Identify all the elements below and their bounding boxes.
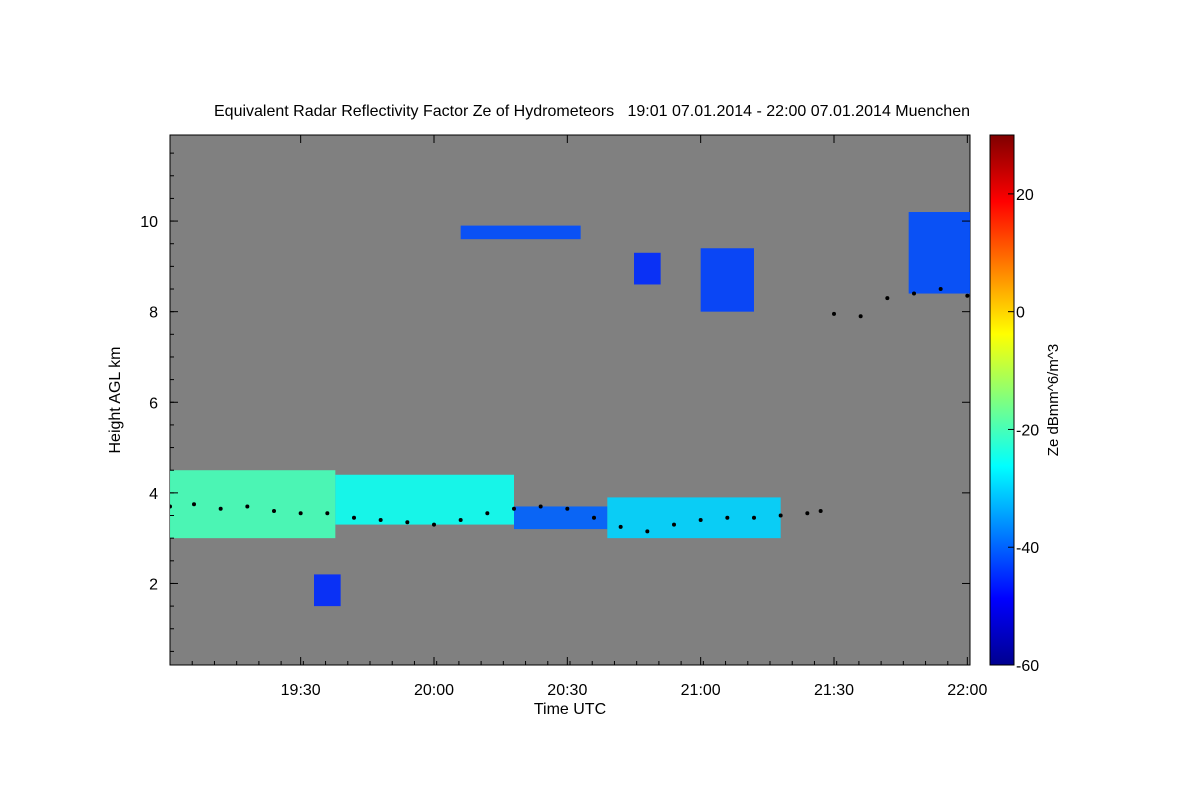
cloud-base-point: [565, 506, 570, 511]
echo-region: [908, 212, 970, 294]
echo-region: [460, 225, 581, 240]
cloud-base-point: [938, 287, 943, 292]
cloud-base-point: [432, 522, 436, 527]
echo-region: [314, 574, 341, 607]
colorbar-axis: -60 -40 -20 0 20: [1008, 187, 1039, 675]
x-tick-label: 20:00: [414, 682, 454, 699]
colorbar-label: Ze dBmm^6/m^3: [1045, 344, 1062, 456]
cloud-base-point: [485, 511, 490, 516]
cloud-base-point: [832, 311, 836, 316]
cloud-base-point: [405, 520, 410, 525]
cloud-base-point: [298, 511, 303, 516]
x-tick-label: 21:00: [681, 682, 721, 699]
cloud-base-point: [378, 518, 383, 523]
y-tick-label: 8: [149, 305, 158, 322]
y-tick-label: 2: [149, 576, 158, 593]
y-tick-label: 4: [149, 486, 158, 503]
y-tick-label: 10: [140, 214, 158, 231]
y-axis-label: Height AGL km: [107, 346, 124, 453]
cloud-base-point: [805, 511, 810, 516]
colorbar: [989, 134, 1015, 666]
cloud-base-point: [965, 293, 970, 298]
cloud-base-point: [818, 508, 823, 513]
echo-layer: [170, 212, 970, 607]
x-axis-label: Time UTC: [534, 701, 606, 718]
colorbar-tick-label: 20: [1016, 187, 1034, 204]
colorbar-tick-label: -20: [1016, 422, 1039, 439]
x-tick-label: 20:30: [547, 682, 587, 699]
plot-area: [169, 134, 971, 666]
cloud-base-point: [618, 524, 623, 529]
y-tick-label: 6: [149, 395, 158, 412]
cloud-base-point: [325, 511, 330, 516]
echo-region: [634, 252, 661, 285]
cloud-base-point: [672, 522, 676, 527]
cloud-base-point: [458, 518, 463, 523]
cloud-base-point: [245, 504, 250, 509]
cloud-base-point: [512, 506, 516, 511]
cloud-base-point: [218, 506, 223, 511]
echo-region: [335, 474, 514, 525]
cloud-base-point: [592, 515, 596, 520]
x-tick-label: 19:30: [281, 682, 321, 699]
cloud-base-point: [352, 515, 356, 520]
echo-region: [514, 506, 608, 530]
echo-region: [170, 470, 336, 539]
cloud-base-point: [725, 515, 730, 520]
cloud-base-point: [885, 296, 890, 301]
colorbar-tick-label: 0: [1016, 305, 1025, 322]
y-axis: 2 4 6 8 10: [140, 152, 970, 652]
cloud-base-point: [752, 515, 756, 520]
cloud-base-point: [858, 314, 863, 319]
cloud-base-point: [192, 502, 196, 507]
cloud-base-point: [698, 518, 703, 523]
chart-title: Equivalent Radar Reflectivity Factor Ze …: [214, 103, 970, 120]
echo-region: [607, 497, 781, 539]
echo-region: [700, 248, 754, 312]
colorbar-tick-label: -60: [1016, 658, 1039, 675]
x-tick-label: 21:30: [814, 682, 854, 699]
x-axis: 19:30 20:00 20:30 21:00 21:30 22:00: [169, 135, 987, 699]
colorbar-tick-label: -40: [1016, 540, 1039, 557]
cloud-base-series: [170, 287, 970, 534]
cloud-base-point: [912, 291, 916, 296]
cloud-base-point: [645, 529, 650, 534]
cloud-base-point: [778, 513, 783, 518]
cloud-base-point: [538, 504, 543, 509]
x-tick-label: 22:00: [947, 682, 987, 699]
cloud-base-point: [170, 504, 172, 509]
cloud-base-point: [272, 508, 276, 513]
